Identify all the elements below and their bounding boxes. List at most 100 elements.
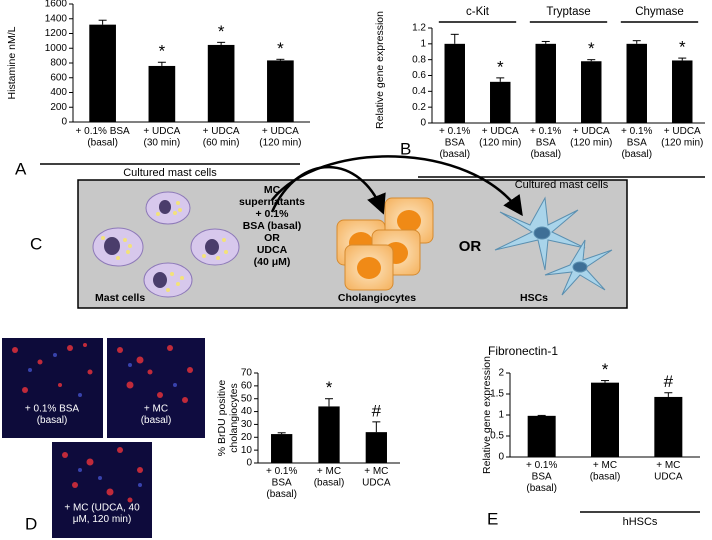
bar: [591, 382, 619, 457]
y-tick-label: 1200: [45, 28, 68, 39]
x-tick-label: + MC (basal): [590, 460, 621, 483]
y-tick-label: 50: [241, 393, 253, 404]
bar: [365, 432, 387, 463]
x-tick-label: + UDCA (60 min): [203, 126, 240, 149]
x-tick-label: + UDCA (120 min): [570, 126, 612, 149]
y-tick-label: 0: [246, 458, 252, 469]
bar: [444, 43, 465, 124]
x-tick-label: + 0.1% BSA (basal): [266, 466, 298, 500]
micrograph: [2, 338, 103, 438]
bar: [89, 24, 116, 122]
bar: [654, 396, 683, 457]
y-tick-label: 20: [241, 432, 253, 443]
y-tick-label: 0: [498, 452, 504, 463]
image-label: + MC (basal): [141, 403, 172, 426]
x-tick-label: + 0.1% BSA (basal): [439, 126, 471, 160]
diagram: C Mast cells MC supernatants + 0.1% BSA (ba…: [30, 155, 628, 309]
y-tick-label: 400: [50, 87, 67, 98]
treatment-label: MC supernatants + 0.1% BSA (basal) OR UDCA (40…: [239, 184, 305, 268]
y-axis-label: Relative gene expression: [374, 11, 386, 129]
x-tick-label: + UDCA (120 min): [661, 126, 703, 149]
significance-marker: *: [218, 22, 225, 41]
significance-marker: *: [159, 42, 166, 61]
significance-marker: *: [497, 57, 504, 76]
y-tick-label: 30: [241, 419, 253, 430]
x-tick-label: + 0.1% BSA (basal): [526, 460, 558, 494]
y-tick-label: 0.6: [412, 70, 426, 81]
bar: [535, 43, 556, 124]
target-label: HSCs: [520, 292, 548, 304]
y-tick-label: 0.2: [412, 102, 426, 113]
panel-label: D: [25, 514, 37, 533]
significance-marker: #: [664, 372, 674, 391]
hsc-icon: [494, 196, 613, 296]
significance-marker: *: [588, 39, 595, 58]
micrograph: [52, 442, 152, 538]
panel-label: A: [15, 159, 27, 178]
cholangiocytes-icon: [336, 197, 434, 291]
chart-title: Fibronectin-1: [488, 344, 558, 358]
arrow: [271, 155, 523, 217]
significance-marker: #: [372, 401, 382, 420]
y-tick-label: 2: [498, 368, 504, 379]
y-tick-label: 0.5: [490, 431, 504, 442]
significance-marker: *: [326, 378, 333, 397]
x-tick-label: + MC (basal): [314, 466, 345, 489]
arrow: [270, 165, 386, 215]
x-tick-label: + UDCA (30 min): [143, 126, 180, 149]
group-label: Cultured mast cells: [123, 167, 217, 179]
y-tick-label: 1: [420, 38, 426, 49]
y-tick-label: 1.5: [490, 389, 504, 400]
y-tick-label: 1400: [45, 13, 68, 24]
group-label: Cultured mast cells: [515, 179, 609, 191]
bar: [581, 61, 602, 123]
bar: [271, 434, 293, 463]
x-tick-label: + UDCA (120 min): [479, 126, 521, 149]
y-tick-label: 0.4: [412, 86, 426, 97]
significance-marker: *: [277, 39, 284, 58]
bar: [207, 44, 235, 122]
y-tick-label: 1.2: [412, 23, 426, 34]
panel-label: B: [400, 139, 411, 158]
y-axis-label: Histamine nM/L: [6, 26, 18, 99]
bar: [267, 60, 294, 122]
significance-marker: *: [679, 38, 686, 57]
x-tick-label: + 0.1% BSA (basal): [530, 126, 562, 160]
micrograph: [107, 338, 205, 438]
group-header: Tryptase: [546, 6, 590, 18]
separator: OR: [459, 238, 482, 255]
y-axis-label: Relative gene expression: [481, 356, 493, 474]
y-tick-label: 0.8: [412, 54, 426, 65]
group-header: Chymase: [635, 6, 684, 18]
x-tick-label: + 0.1% BSA (basal): [76, 126, 131, 149]
y-tick-label: 1: [498, 410, 504, 421]
y-tick-label: 60: [241, 380, 253, 391]
micrographs: [2, 338, 205, 538]
x-tick-label: + 0.1% BSA (basal): [621, 126, 653, 160]
y-tick-label: 1600: [45, 0, 68, 10]
y-tick-label: 600: [50, 72, 67, 83]
source-label: Mast cells: [95, 292, 145, 304]
group-header: c-Kit: [466, 6, 490, 18]
bar: [527, 415, 556, 457]
bar: [626, 43, 647, 124]
x-tick-label: + MC UDCA: [362, 466, 391, 489]
y-tick-label: 70: [241, 368, 253, 379]
y-tick-label: 1000: [45, 43, 68, 54]
x-tick-label: + UDCA (120 min): [259, 126, 301, 149]
x-tick-label: + MC UDCA: [654, 460, 683, 483]
significance-marker: *: [602, 360, 609, 379]
y-tick-label: 40: [241, 406, 253, 417]
image-label: + MC (UDCA, 40 μM, 120 min): [64, 502, 140, 525]
y-tick-label: 800: [50, 58, 67, 69]
group-label: hHSCs: [623, 516, 658, 528]
panel-label: C: [30, 234, 42, 253]
y-tick-label: 200: [50, 102, 67, 113]
panel-label: E: [487, 509, 498, 528]
y-tick-label: 0: [61, 117, 67, 128]
y-tick-label: 0: [420, 118, 426, 129]
target-label: Cholangiocytes: [338, 292, 416, 304]
mast-cells-icon: [92, 191, 240, 298]
bar: [318, 406, 340, 463]
